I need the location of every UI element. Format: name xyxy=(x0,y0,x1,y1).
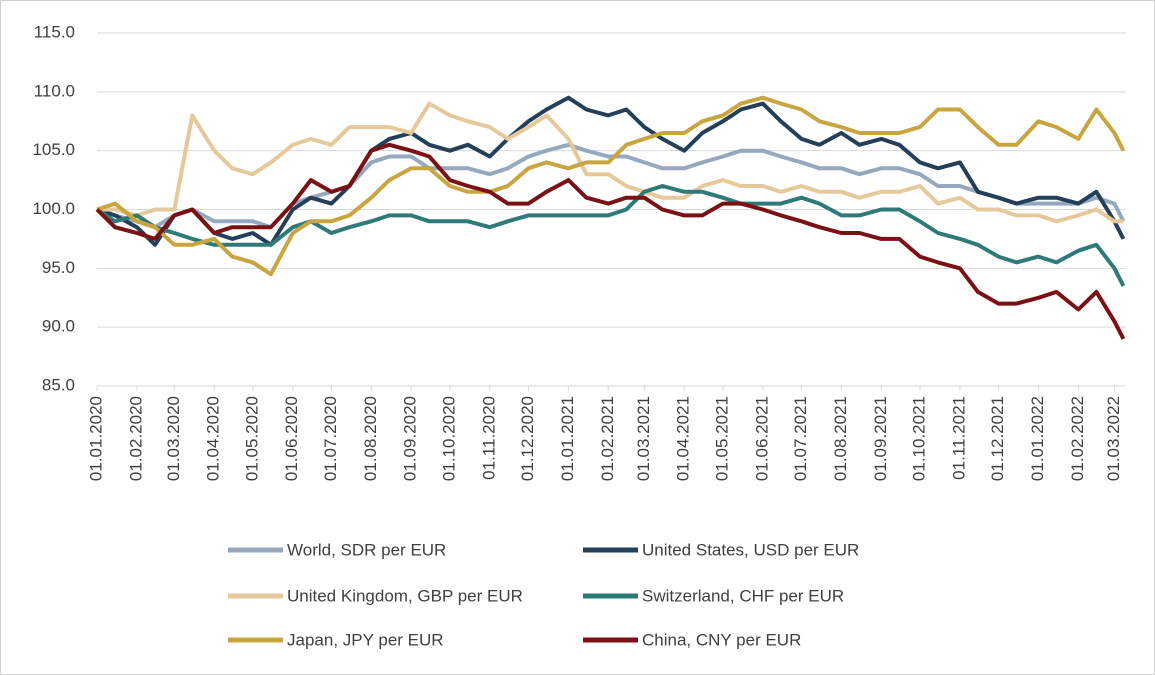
x-tick-label: 01.06.2021 xyxy=(752,396,771,481)
y-tick-label: 105.0 xyxy=(32,140,75,159)
x-tick-label: 01.03.2020 xyxy=(164,396,183,481)
legend-label: United Kingdom, GBP per EUR xyxy=(287,586,523,605)
x-tick-label: 01.03.2022 xyxy=(1104,396,1123,481)
x-tick-label: 01.12.2021 xyxy=(988,396,1007,481)
series-line xyxy=(95,142,1126,340)
x-tick-label: 01.07.2021 xyxy=(791,396,810,481)
x-tick-label: 01.01.2020 xyxy=(86,396,105,481)
x-tick-label: 01.08.2021 xyxy=(831,396,850,481)
legend-label: Japan, JPY per EUR xyxy=(287,630,444,649)
x-tick-label: 01.12.2020 xyxy=(518,396,537,481)
x-tick-label: 01.01.2022 xyxy=(1028,396,1047,481)
x-tick-label: 01.10.2021 xyxy=(909,396,928,481)
y-tick-label: 95.0 xyxy=(42,258,75,277)
x-tick-label: 01.11.2021 xyxy=(949,396,968,480)
y-tick-label: 100.0 xyxy=(32,199,75,218)
y-tick-label: 85.0 xyxy=(42,375,75,394)
x-tick-label: 01.06.2020 xyxy=(282,396,301,481)
legend-label: China, CNY per EUR xyxy=(642,630,801,649)
legend-label: World, SDR per EUR xyxy=(287,540,446,559)
x-tick-label: 01.10.2020 xyxy=(439,396,458,481)
series-line xyxy=(95,184,1126,287)
series-line xyxy=(97,101,1124,224)
x-tick-label: 01.02.2021 xyxy=(598,396,617,481)
legend-label: United States, USD per EUR xyxy=(642,540,859,559)
x-tick-label: 01.04.2020 xyxy=(204,396,223,481)
legend-label: Switzerland, CHF per EUR xyxy=(642,586,844,605)
y-tick-label: 110.0 xyxy=(34,81,75,100)
y-tick-label: 115.0 xyxy=(34,22,75,41)
x-tick-label: 01.03.2021 xyxy=(634,396,653,481)
x-tick-label: 01.07.2020 xyxy=(321,396,340,481)
x-tick-label: 01.09.2021 xyxy=(871,396,890,481)
x-tick-label: 01.09.2020 xyxy=(401,396,420,481)
y-tick-label: 90.0 xyxy=(42,317,75,336)
x-tick-label: 01.01.2021 xyxy=(558,396,577,481)
x-tick-label: 01.08.2020 xyxy=(361,396,380,481)
x-tick-label: 01.11.2020 xyxy=(479,396,498,480)
x-tick-label: 01.05.2021 xyxy=(712,396,731,481)
x-tick-label: 01.02.2022 xyxy=(1068,396,1087,481)
x-tick-label: 01.05.2020 xyxy=(242,396,261,481)
x-tick-label: 01.04.2021 xyxy=(674,396,693,481)
x-tick-label: 01.02.2020 xyxy=(126,396,145,481)
series-line xyxy=(96,95,1126,277)
